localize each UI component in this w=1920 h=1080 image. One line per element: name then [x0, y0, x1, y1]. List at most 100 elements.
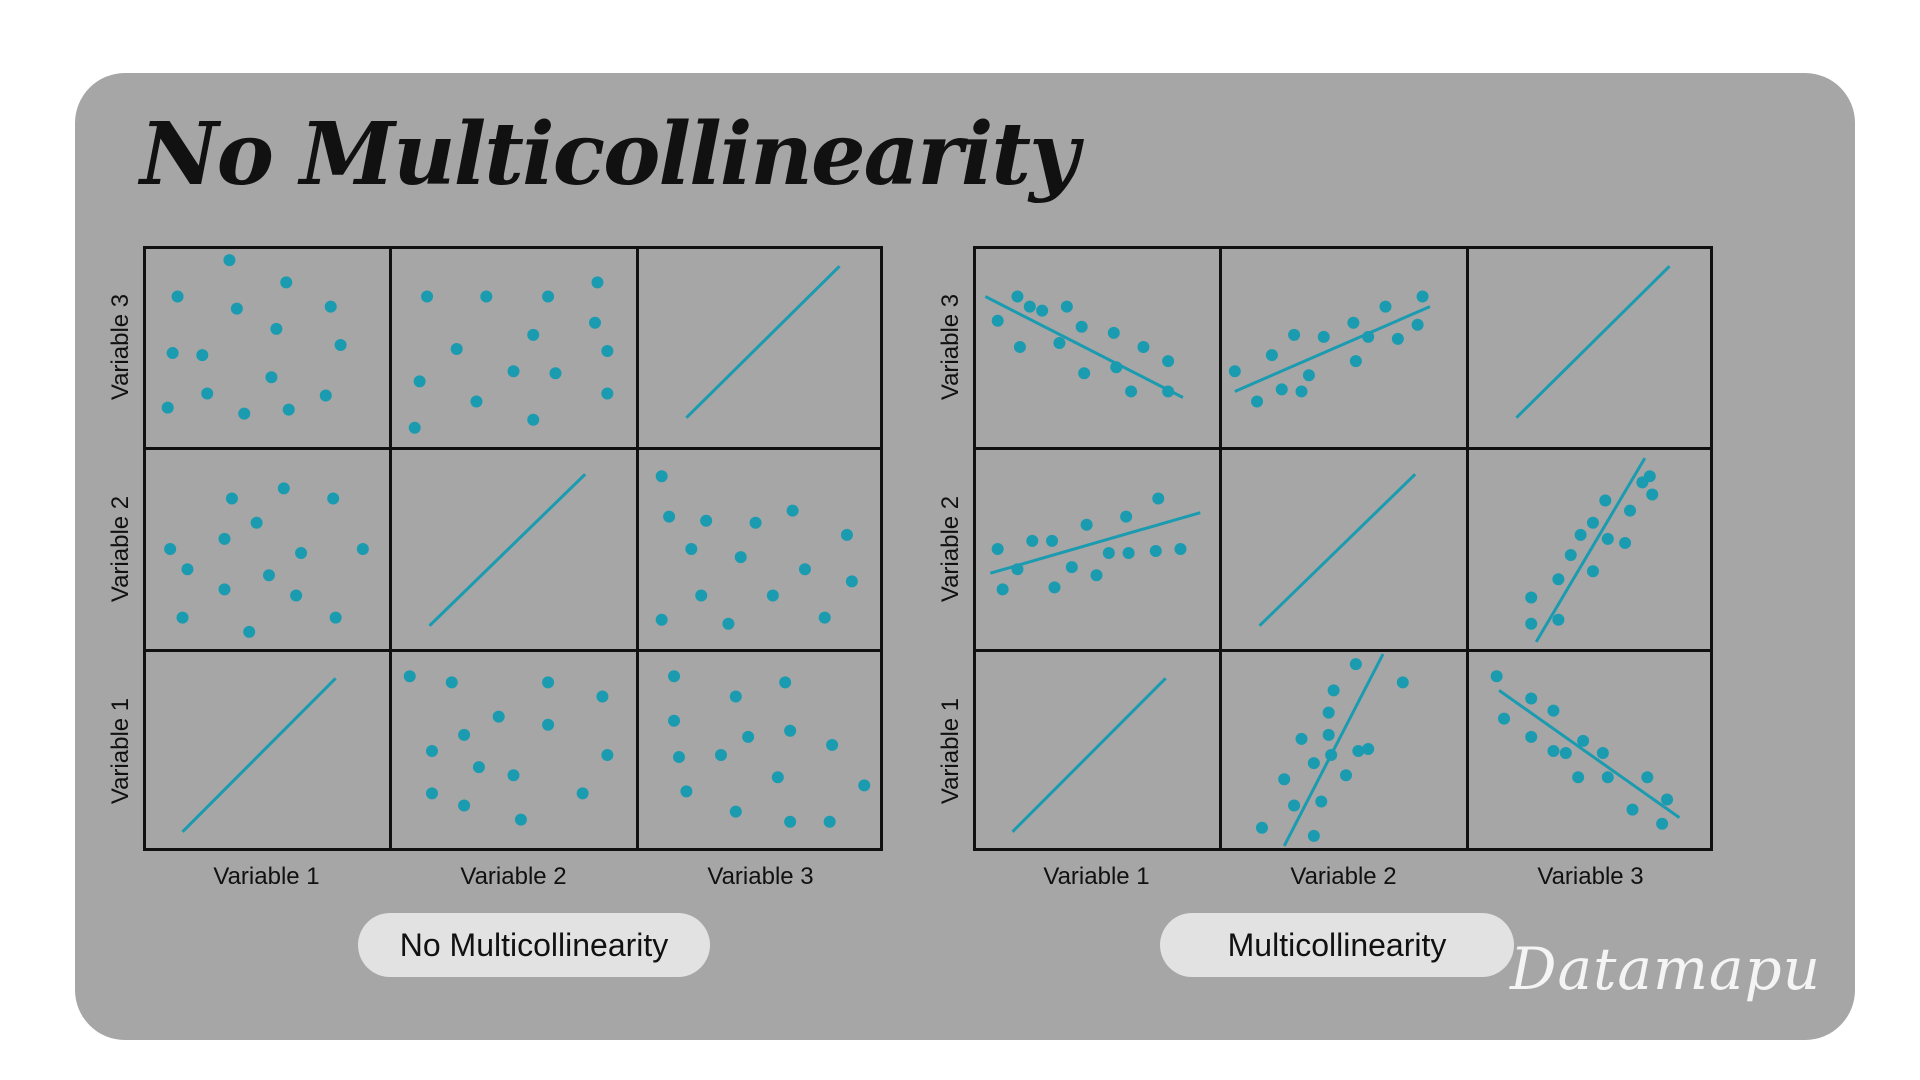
scatter-point	[601, 749, 614, 762]
grid-divider	[143, 649, 883, 652]
scatter-point	[230, 302, 243, 315]
trend-line	[984, 295, 1184, 399]
scatter-point	[413, 375, 426, 388]
x-axis-label: Variable 2	[460, 863, 567, 890]
scatter-cell-plot	[408, 276, 614, 434]
scatter-point	[685, 543, 698, 555]
scatter-point	[1048, 581, 1061, 594]
trend-line	[1534, 457, 1647, 643]
scatter-point	[576, 787, 589, 800]
scatter-point	[1577, 734, 1590, 747]
scatter-point	[238, 407, 251, 420]
scatter-point	[1416, 290, 1429, 303]
scatter-point	[218, 583, 231, 596]
page-title: No Multicollinearity	[140, 104, 1079, 205]
scatter-cell	[973, 448, 1220, 650]
scatter-point	[1174, 543, 1187, 555]
scatter-point	[1574, 528, 1587, 541]
scatter-point	[1661, 793, 1674, 806]
scatter-point	[742, 730, 755, 743]
scatter-point	[729, 805, 742, 818]
scatter-point	[1322, 728, 1335, 741]
scatter-point	[1251, 395, 1264, 408]
card-background	[75, 73, 1855, 1040]
scatter-point	[507, 769, 520, 782]
scatter-point	[1498, 712, 1511, 725]
scatter-point	[243, 625, 256, 638]
scatter-point	[1559, 747, 1572, 760]
scatter-point	[996, 583, 1009, 596]
scatter-point	[507, 365, 520, 378]
scatter-point	[991, 543, 1004, 555]
scatter-point	[1547, 704, 1560, 717]
scatter-point	[700, 514, 713, 527]
trend-line	[989, 511, 1201, 575]
scatter-matrix-multicollinearity: Variable 3 Variable 2 Variable 1 Variable 1…	[937, 246, 1714, 890]
scatter-point	[181, 563, 194, 576]
trend-line	[1234, 305, 1431, 393]
scatter-point	[734, 551, 747, 564]
scatter-cell	[1220, 246, 1467, 448]
scatter-point	[663, 510, 676, 523]
scatter-point	[201, 387, 214, 400]
scatter-point	[1525, 591, 1538, 604]
scatter-point	[1619, 536, 1632, 549]
scatter-cell	[1467, 650, 1714, 852]
scatter-point	[695, 589, 708, 602]
scatter-point	[277, 482, 290, 495]
scatter-point	[1349, 658, 1362, 671]
diagonal-line	[428, 473, 587, 627]
scatter-point	[1036, 304, 1049, 317]
scatter-point	[1572, 771, 1585, 784]
scatter-point	[403, 670, 416, 683]
y-axis-label-text: Variable 3	[937, 293, 964, 401]
scatter-point	[421, 290, 434, 303]
scatter-cell-plot	[161, 254, 347, 420]
scatter-point	[1013, 341, 1026, 353]
scatter-point	[1080, 518, 1093, 531]
scatter-point	[1656, 817, 1669, 830]
scatter-cell	[637, 246, 884, 448]
scatter-point	[1362, 742, 1375, 755]
scatter-point	[1641, 771, 1654, 784]
brand-logo: Datamapu	[1510, 935, 1822, 1003]
scatter-point	[1564, 549, 1577, 562]
scatter-cell	[390, 448, 637, 650]
scatter-point	[166, 347, 179, 360]
grid-divider	[143, 447, 883, 450]
scatter-cell	[973, 650, 1220, 852]
scatter-point	[1102, 547, 1115, 560]
scatter-point	[270, 322, 283, 335]
scatter-point	[1315, 795, 1328, 808]
scatter-point	[845, 575, 858, 588]
scatter-cell-plot	[685, 265, 841, 419]
scatter-point	[1046, 534, 1059, 547]
scatter-point	[290, 589, 303, 602]
scatter-point	[1302, 369, 1315, 382]
scatter-cell-plot	[181, 677, 337, 833]
scatter-point	[655, 613, 668, 626]
scatter-point	[514, 813, 527, 826]
scatter-point	[425, 745, 438, 757]
scatter-cell-plot	[655, 470, 858, 630]
scatter-point	[826, 738, 839, 751]
scatter-cell	[1220, 650, 1467, 852]
scatter-point	[196, 349, 209, 362]
scatter-point	[1646, 488, 1659, 501]
scatter-point	[1053, 336, 1066, 349]
scatter-point	[319, 389, 332, 402]
label-no-multicollinearity: No Multicollinearity	[358, 913, 710, 977]
scatter-point	[1349, 355, 1362, 368]
scatter-point	[1411, 318, 1424, 331]
scatter-point	[542, 718, 555, 731]
grid-divider	[389, 246, 392, 851]
scatter-point	[771, 771, 784, 784]
scatter-point	[282, 403, 295, 416]
diagonal-line	[685, 265, 841, 419]
scatter-point	[1347, 316, 1360, 329]
scatter-point	[1065, 561, 1078, 574]
scatter-point	[601, 345, 614, 358]
scatter-point	[668, 670, 681, 683]
scatter-point	[327, 492, 340, 505]
scatter-point	[680, 785, 693, 798]
